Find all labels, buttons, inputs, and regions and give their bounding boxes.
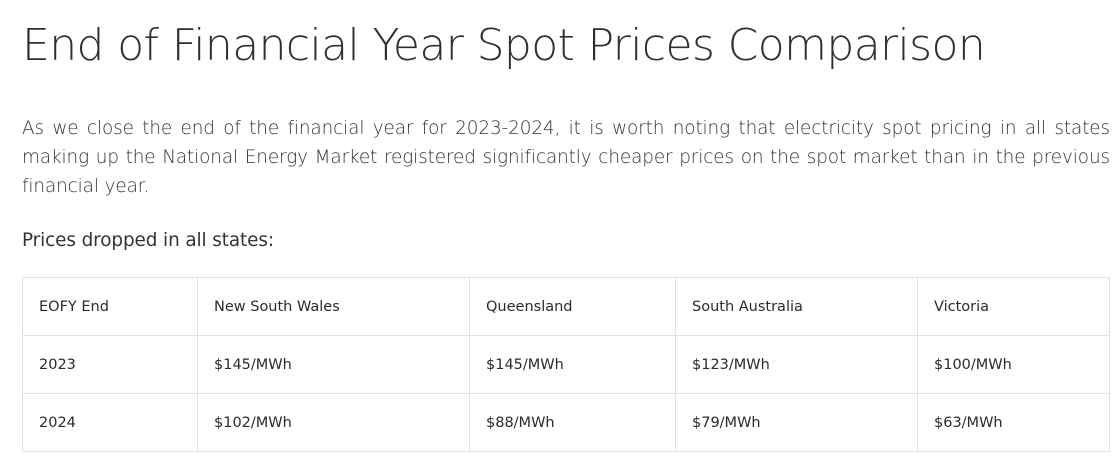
cell-year: 2023 [22, 335, 198, 394]
header-new-south-wales: New South Wales [197, 277, 470, 336]
cell-new-south-wales-price: $145/MWh [197, 335, 470, 394]
spot-prices-table: EOFY End New South Wales Queensland Sout… [22, 277, 1110, 452]
header-queensland: Queensland [469, 277, 676, 336]
table-row: 2023 $145/MWh $145/MWh $123/MWh $100/MWh [22, 335, 1110, 394]
cell-queensland-price: $145/MWh [469, 335, 676, 394]
header-south-australia: South Australia [675, 277, 918, 336]
intro-paragraph: As we close the end of the financial yea… [22, 118, 1110, 197]
table-header-row: EOFY End New South Wales Queensland Sout… [22, 277, 1110, 336]
lead-paragraph: Prices dropped in all states: [22, 230, 274, 251]
cell-victoria-price: $100/MWh [917, 335, 1110, 394]
cell-new-south-wales-price: $102/MWh [197, 393, 470, 452]
cell-victoria-price: $63/MWh [917, 393, 1110, 452]
cell-south-australia-price: $79/MWh [675, 393, 918, 452]
cell-south-australia-price: $123/MWh [675, 335, 918, 394]
header-eofy-end: EOFY End [22, 277, 198, 336]
header-victoria: Victoria [917, 277, 1110, 336]
page-title: End of Financial Year Spot Prices Compar… [22, 20, 986, 71]
table-row: 2024 $102/MWh $88/MWh $79/MWh $63/MWh [22, 393, 1110, 452]
cell-queensland-price: $88/MWh [469, 393, 676, 452]
cell-year: 2024 [22, 393, 198, 452]
